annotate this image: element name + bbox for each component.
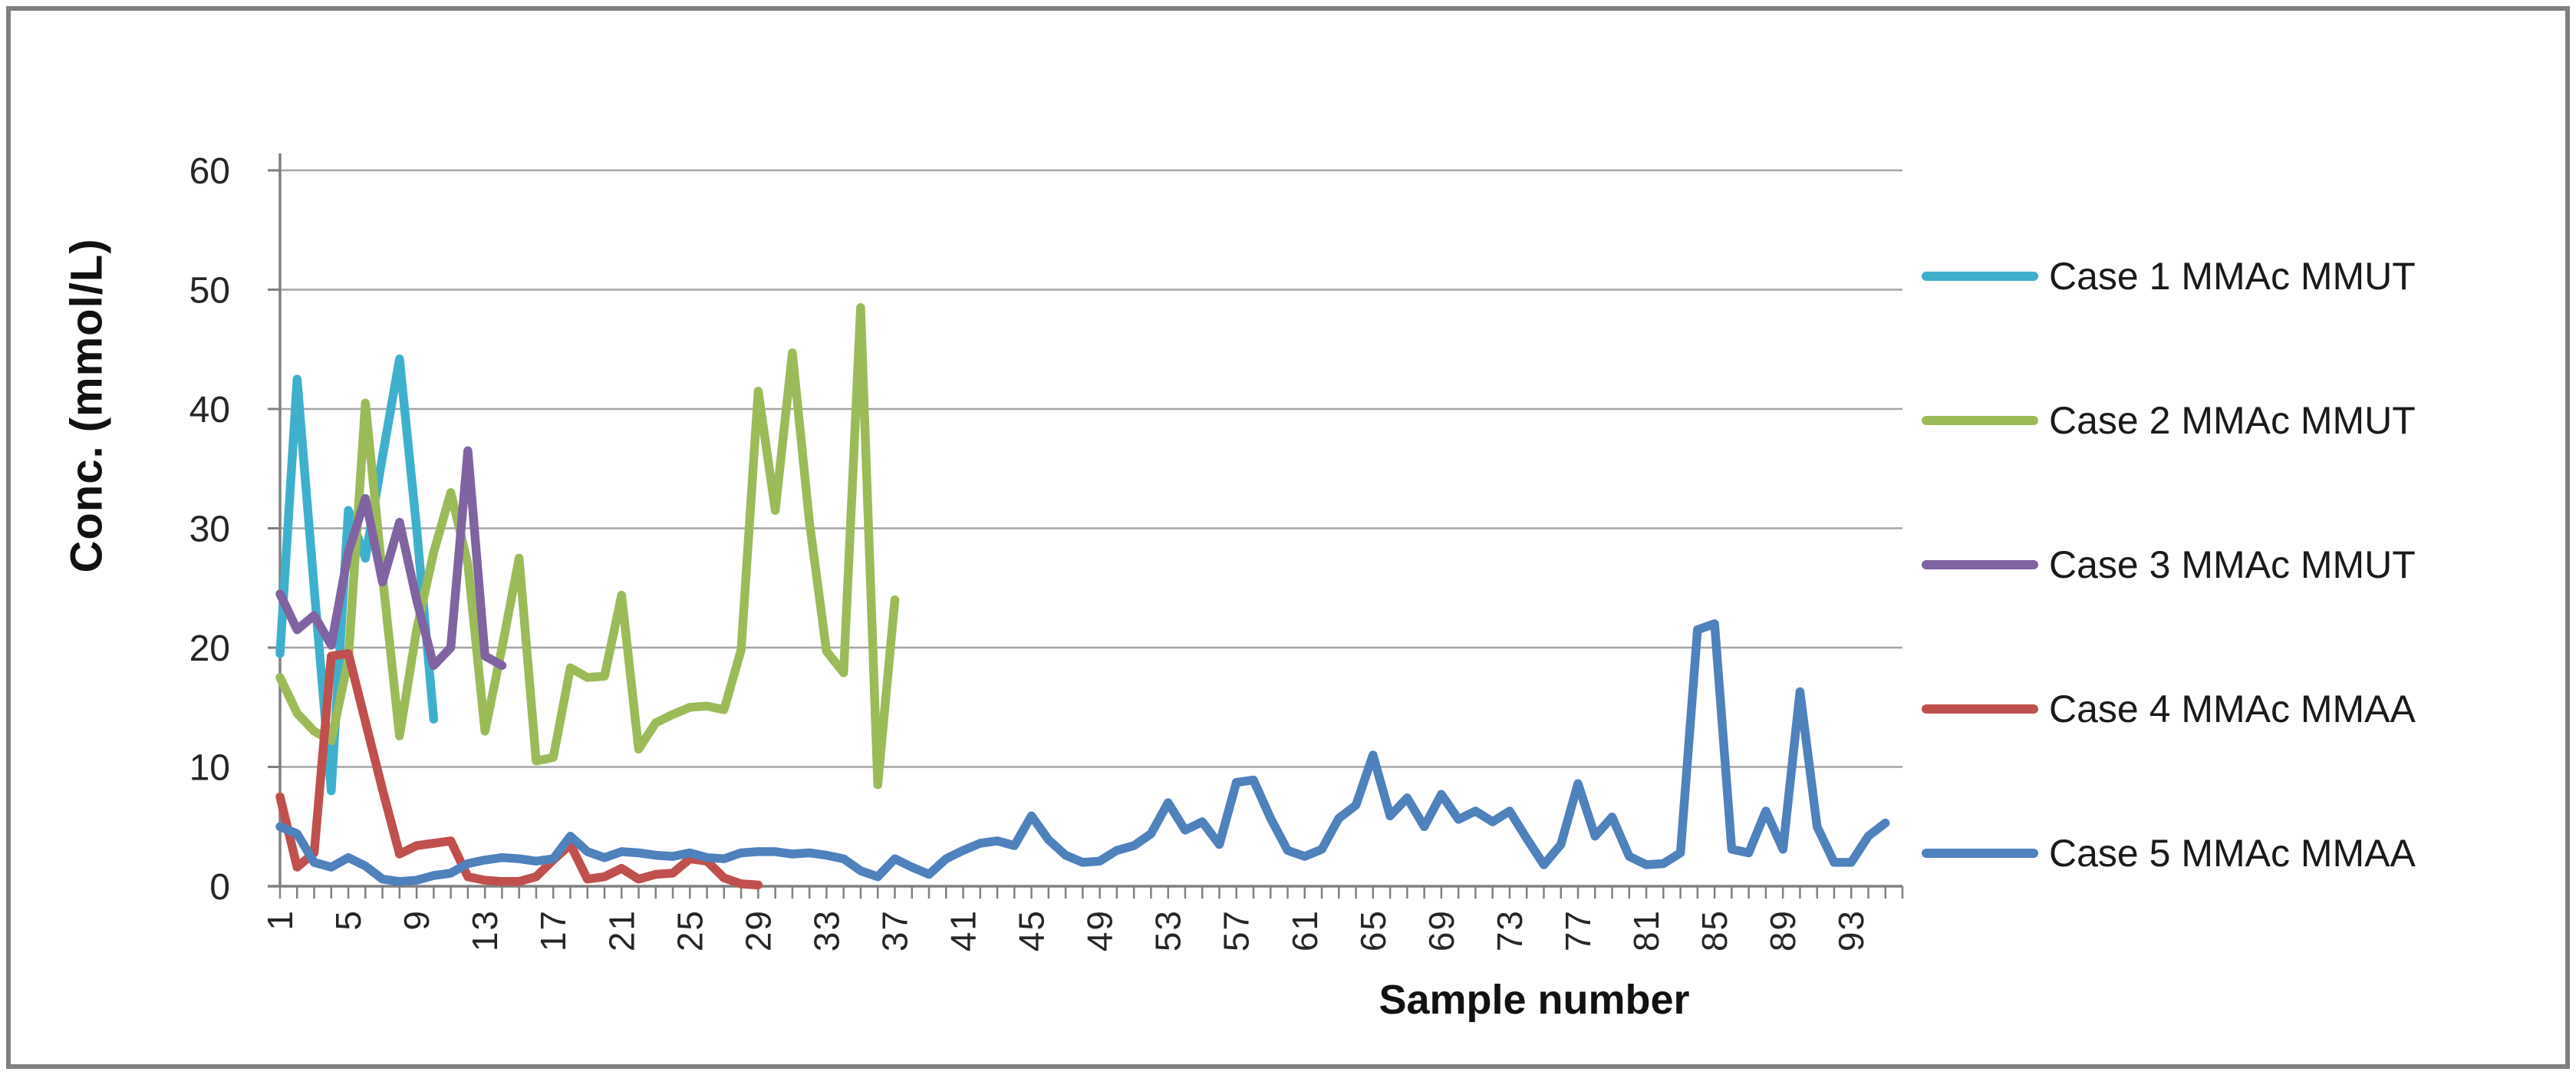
x-tick-label: 49 [1080,909,1120,951]
legend-line-swatch [1922,272,2038,281]
x-tick-label: 1 [260,909,300,931]
x-tick-label: 65 [1353,909,1393,951]
x-tick-label: 17 [533,909,573,951]
legend-label: Case 2 MMAc MMUT [2049,399,2416,442]
x-tick-label: 57 [1217,909,1257,951]
series-line-case-5[interactable] [275,619,1890,886]
series-line-case-3[interactable] [275,446,507,671]
y-tick-label: 50 [189,270,230,311]
x-tick-label: 41 [944,909,983,951]
series-line-case-4[interactable] [275,649,763,890]
legend: Case 1 MMAc MMUT Case 2 MMAc MMUT Case 3 M… [1922,0,2558,1075]
legend-label: Case 5 MMAc MMAA [2049,832,2416,875]
x-tick-label: 45 [1012,909,1052,951]
x-tick-label: 9 [397,909,436,931]
x-tick-label: 81 [1626,909,1666,951]
legend-item-case-1[interactable]: Case 1 MMAc MMUT [1922,253,2416,299]
x-tick-label: 89 [1763,909,1803,951]
legend-label: Case 4 MMAc MMAA [2049,688,2416,730]
x-tick-label: 37 [875,909,914,951]
legend-line-swatch [1922,849,2038,858]
legend-label: Case 1 MMAc MMUT [2049,255,2416,298]
y-tick-label: 0 [209,867,230,908]
y-tick-label: 30 [189,509,230,549]
y-tick-label: 10 [189,747,230,788]
x-tick-label: 77 [1558,909,1598,951]
y-tick-label: 60 [189,151,230,192]
legend-label: Case 3 MMAc MMUT [2049,543,2416,586]
x-tick-label: 93 [1831,909,1871,951]
legend-line-swatch [1922,416,2038,425]
y-tick-label: 40 [189,390,230,430]
legend-item-case-5[interactable]: Case 5 MMAc MMAA [1922,830,2416,876]
x-tick-label: 21 [601,909,641,951]
y-axis-title: Conc. (mmol/L) [61,238,112,573]
x-tick-label: 69 [1421,909,1461,951]
y-tick-label: 20 [189,628,230,669]
x-tick-label: 61 [1285,909,1325,951]
x-tick-label: 25 [670,909,710,951]
legend-line-swatch [1922,704,2038,714]
x-axis-title: Sample number [1379,977,1690,1023]
x-tick-label: 85 [1695,909,1734,951]
x-tick-label: 5 [328,909,368,931]
x-tick-label: 73 [1490,909,1530,951]
legend-item-case-2[interactable]: Case 2 MMAc MMUT [1922,397,2416,444]
x-tick-label: 29 [738,909,778,951]
legend-item-case-3[interactable]: Case 3 MMAc MMUT [1922,542,2416,588]
x-tick-label: 33 [806,909,846,951]
x-tick-label: 13 [465,909,505,951]
legend-line-swatch [1922,560,2038,569]
x-tick-label: 53 [1148,909,1188,951]
legend-item-case-4[interactable]: Case 4 MMAc MMAA [1922,686,2416,732]
